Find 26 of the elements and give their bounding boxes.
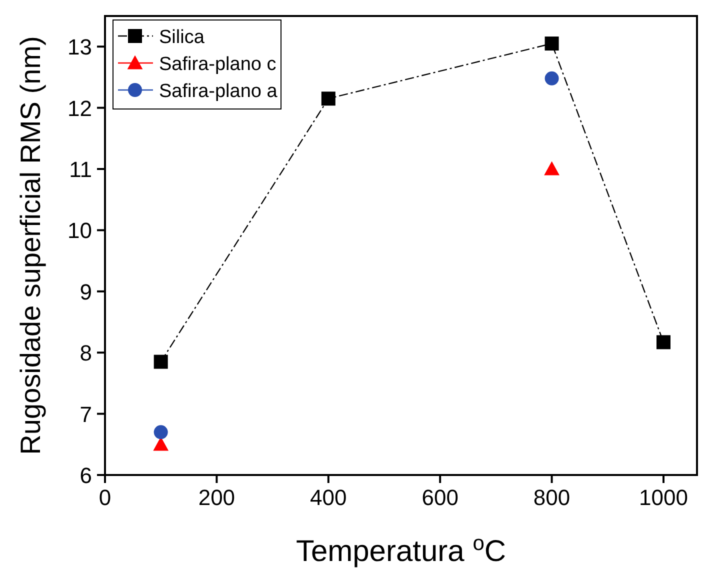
y-axis-title: Rugosidade superficial RMS (nm) — [15, 36, 46, 455]
point — [656, 335, 670, 350]
point — [154, 354, 168, 369]
point — [321, 92, 336, 106]
x-tick-label: 800 — [533, 485, 570, 510]
legend-label: Safira-plano c — [159, 54, 276, 75]
legend-label: Safira-plano a — [159, 81, 278, 102]
point — [544, 71, 559, 86]
y-tick-label: 8 — [80, 340, 92, 366]
x-tick-label: 600 — [422, 485, 458, 510]
point — [544, 161, 560, 176]
y-tick-label: 11 — [69, 157, 92, 182]
y-tick-label: 10 — [68, 218, 92, 244]
x-tick-label: 200 — [198, 485, 236, 510]
x-tick-label: 1000 — [639, 485, 688, 510]
point — [154, 425, 168, 440]
y-tick-label: 9 — [80, 279, 92, 304]
x-tick-label: 0 — [98, 485, 112, 510]
x-tick-label: 400 — [310, 485, 347, 510]
y-tick-label: 13 — [68, 34, 92, 60]
y-tick-label: 12 — [68, 96, 92, 121]
point — [544, 36, 559, 51]
y-tick-label: 6 — [80, 463, 92, 488]
y-tick-label: 7 — [80, 402, 92, 427]
legend-label: Silica — [159, 27, 205, 48]
x-axis-title: Temperatura $^{o}$C — [296, 532, 506, 568]
